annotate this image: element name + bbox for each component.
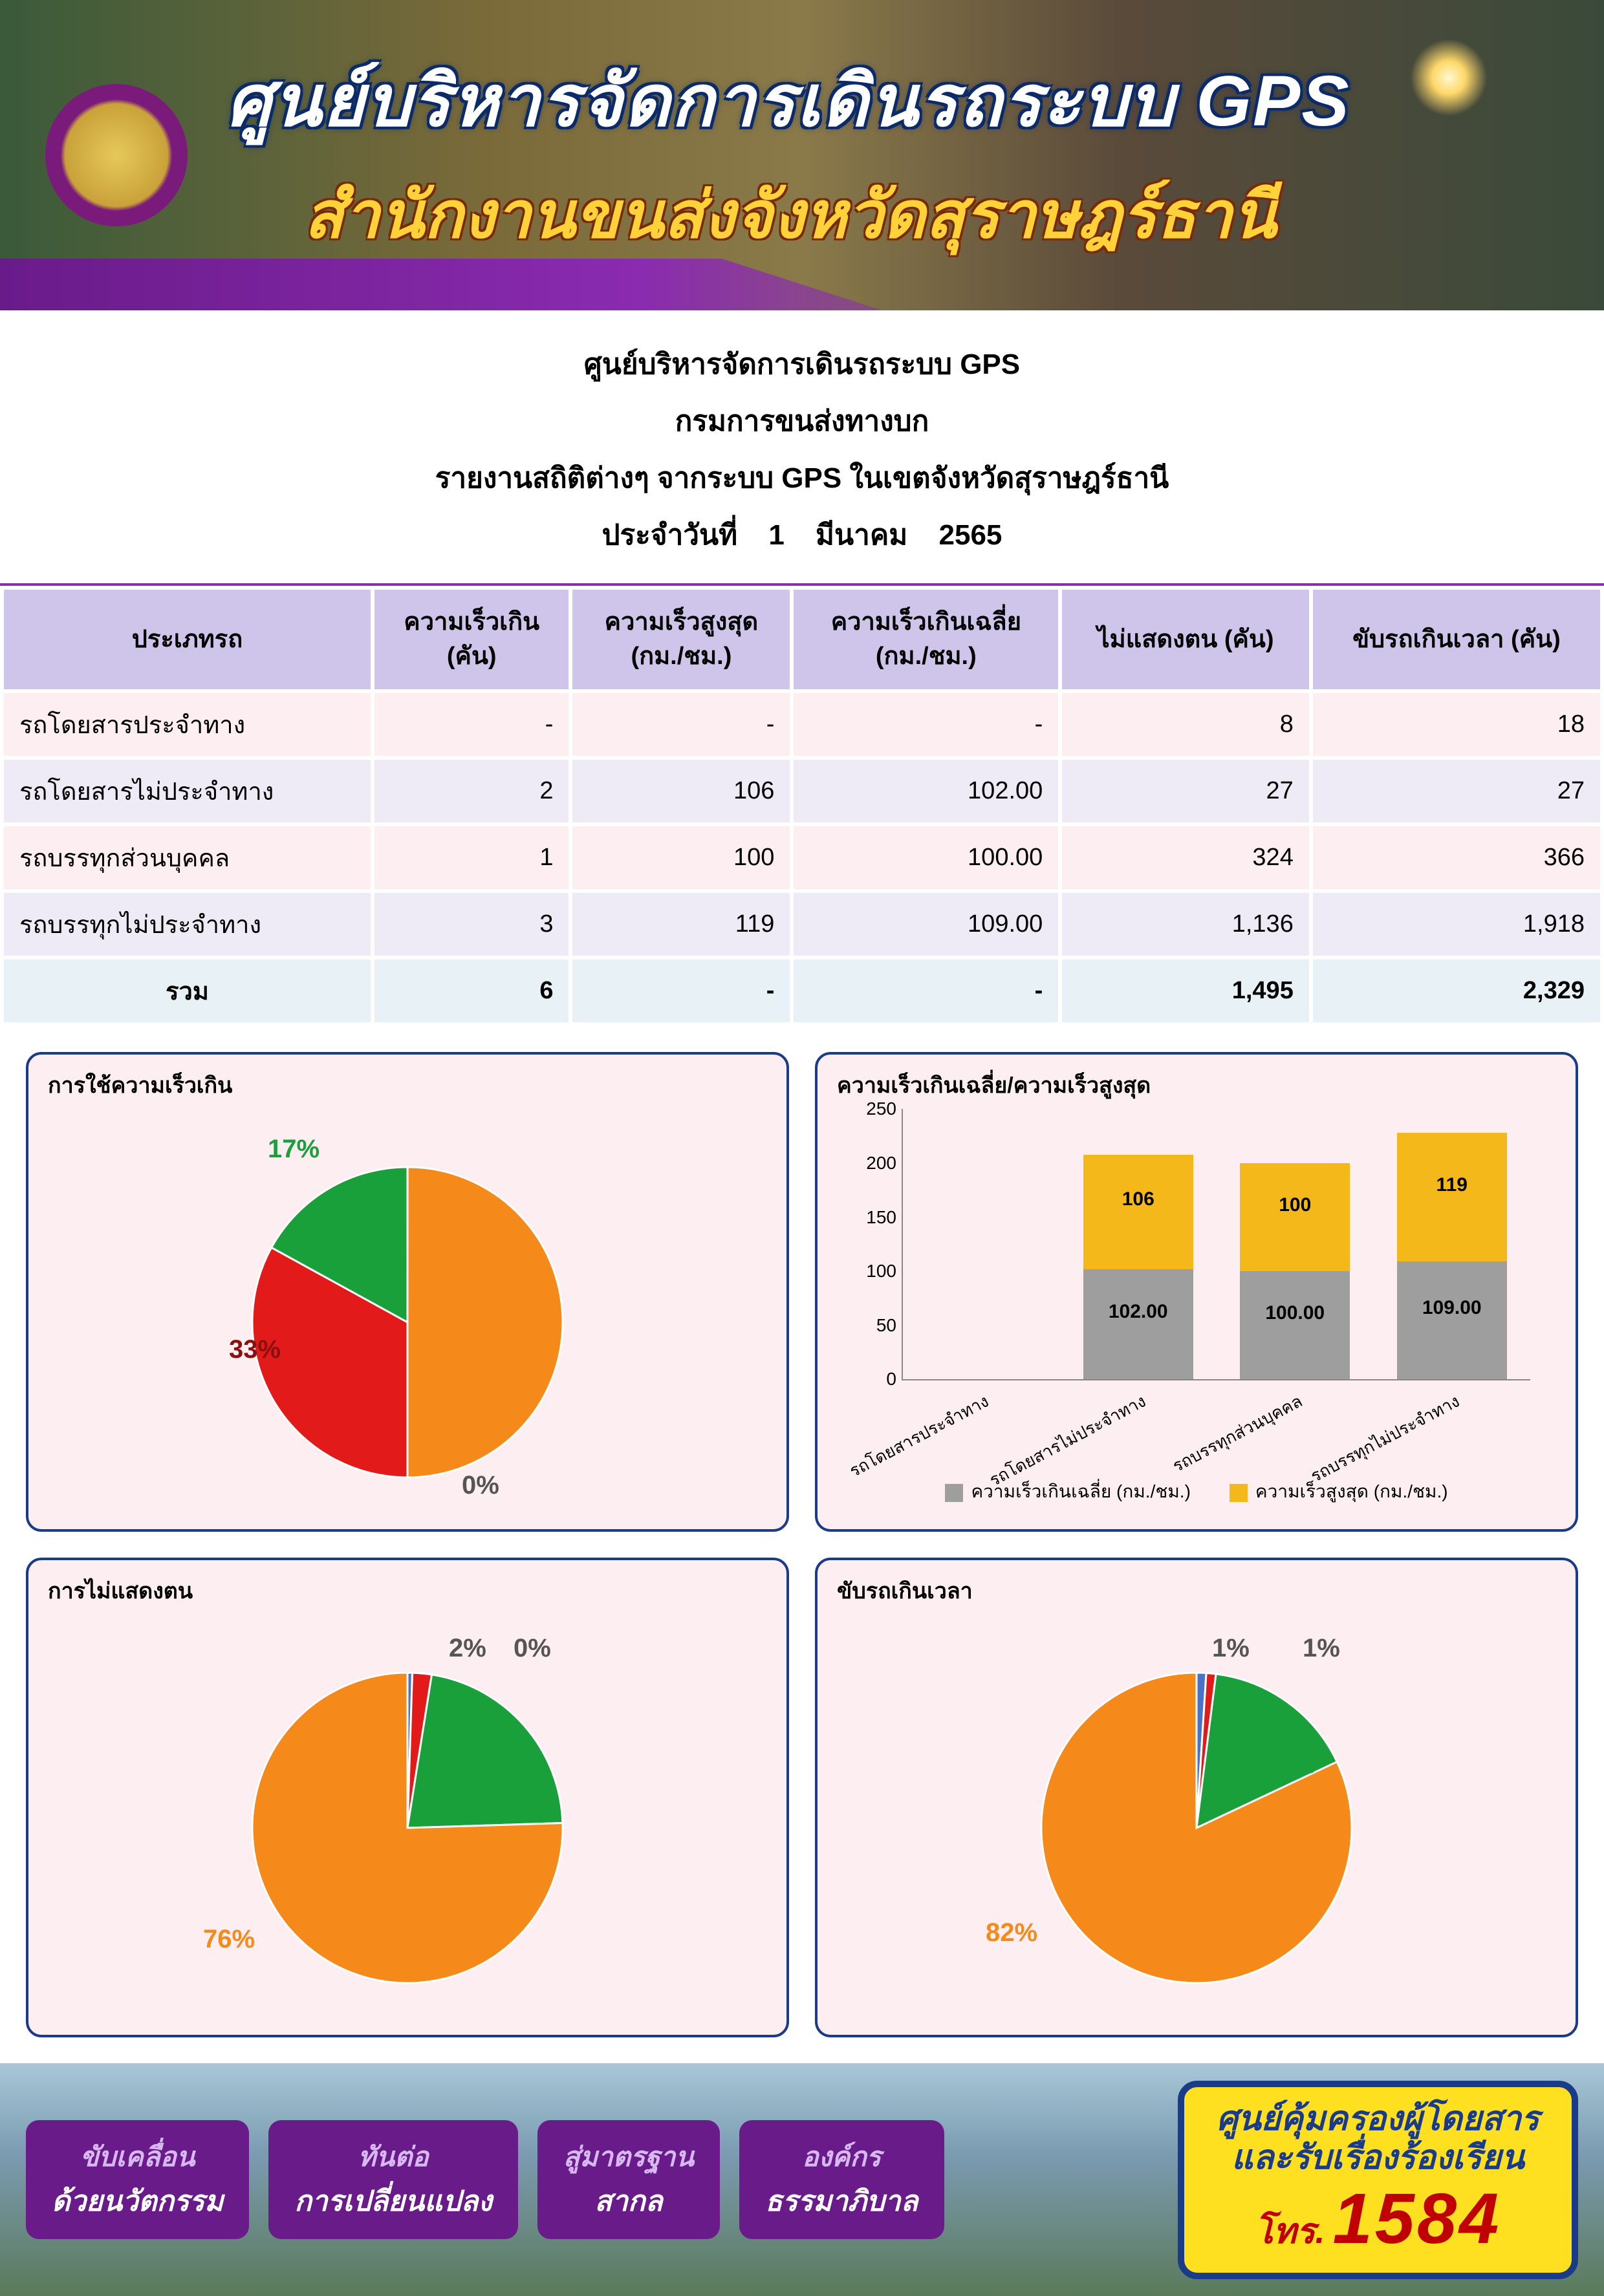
- logo-icon: [45, 84, 188, 226]
- pie-slice-label: 33%: [229, 1335, 281, 1364]
- table-row: รถบรรทุกส่วนบุคคล1100100.00324366: [4, 826, 1600, 889]
- table-header: ไม่แสดงตน (คัน): [1062, 590, 1309, 689]
- bar-chart-box: ความเร็วเกินเฉลี่ย/ความเร็วสูงสุด 0 50 100…: [815, 1052, 1578, 1532]
- footer-tag: ทันต่อการเปลี่ยนแปลง: [268, 2120, 518, 2239]
- pie-slice-label: 76%: [203, 1925, 255, 1954]
- hotline-line1: ศูนย์คุ้มครองผู้โดยสาร: [1217, 2100, 1539, 2139]
- pie-slice-label: 0%: [514, 1634, 551, 1663]
- y-axis-tick: 150: [858, 1207, 896, 1228]
- table-header: ความเร็วเกินเฉลี่ย(กม./ชม.): [794, 590, 1058, 689]
- y-axis-tick: 200: [858, 1153, 896, 1174]
- table-row: รถโดยสารประจำทาง---818: [4, 693, 1600, 756]
- pie-speed-box: การใช้ความเร็วเกิน 50% 33% 17% 0%: [26, 1052, 789, 1532]
- subheader: ศูนย์บริหารจัดการเดินรถระบบ GPS กรมการขน…: [0, 310, 1604, 586]
- legend-item: ความเร็วเกินเฉลี่ย (กม./ชม.): [945, 1477, 1190, 1506]
- table-header: ความเร็วสูงสุด(กม./ชม.): [572, 590, 790, 689]
- table-row: รถบรรทุกไม่ประจำทาง3119109.001,1361,918: [4, 893, 1600, 956]
- bar-value-label: 109.00: [1397, 1297, 1507, 1319]
- subheader-line-3: รายงานสถิติต่างๆ จากระบบ GPS ในเขตจังหวั…: [0, 450, 1604, 507]
- footer-tag: องค์กรธรรมาภิบาล: [739, 2120, 944, 2239]
- hotline-box: ศูนย์คุ้มครองผู้โดยสาร และรับเรื่องร้องเ…: [1178, 2081, 1578, 2279]
- legend-item: ความเร็วสูงสุด (กม./ชม.): [1230, 1477, 1448, 1506]
- pie-slice-label: 2%: [449, 1634, 486, 1663]
- bar-category-label: รถบรรทุกไม่ประจำทาง: [1306, 1388, 1464, 1489]
- table-header: ประเภทรถ: [4, 590, 371, 689]
- subheader-line-2: กรมการขนส่งทางบก: [0, 393, 1604, 450]
- subheader-line-1: ศูนย์บริหารจัดการเดินรถระบบ GPS: [0, 336, 1604, 393]
- bar-chart-title: ความเร็วเกินเฉลี่ย/ความเร็วสูงสุด: [837, 1068, 1556, 1102]
- pie-slice-label: 50%: [501, 1296, 552, 1325]
- footer-tag: ขับเคลื่อนด้วยนวัตกรรม: [26, 2120, 249, 2239]
- banner-title-1: ศูนย์บริหารจัดการเดินรถระบบ GPS: [226, 45, 1350, 157]
- hotline-number: 1584: [1332, 2178, 1501, 2260]
- footer-tag: สู่มาตรฐานสากล: [537, 2120, 720, 2239]
- pie-slice-label: 82%: [986, 1918, 1037, 1947]
- pie-noshow-box: การไม่แสดงตน 76% 22% 2% 0%: [26, 1558, 789, 2037]
- bar-value-label: 100: [1240, 1194, 1350, 1216]
- pie-speed-title: การใช้ความเร็วเกิน: [48, 1068, 767, 1102]
- pie-overtime-title: ขับรถเกินเวลา: [837, 1573, 1556, 1608]
- table-row: รถโดยสารไม่ประจำทาง2106102.002727: [4, 760, 1600, 822]
- pie-slice-label: 0%: [462, 1471, 499, 1500]
- table-header: ขับรถเกินเวลา (คัน): [1313, 590, 1600, 689]
- subheader-date: ประจำวันที่ 1 มีนาคม 2565: [0, 507, 1604, 564]
- header-banner: ศูนย์บริหารจัดการเดินรถระบบ GPS สำนักงาน…: [0, 0, 1604, 310]
- pie-slice-label: 17%: [268, 1135, 320, 1164]
- hotline-line2: และรับเรื่องร้องเรียน: [1217, 2139, 1539, 2178]
- pie-slice-label: 1%: [1212, 1634, 1250, 1663]
- bar-value-label: 102.00: [1083, 1301, 1193, 1323]
- bar-value-label: 119: [1397, 1174, 1507, 1196]
- pie-noshow-title: การไม่แสดงตน: [48, 1573, 767, 1608]
- y-axis-tick: 250: [858, 1099, 896, 1119]
- table-total-row: รวม6--1,4952,329: [4, 960, 1600, 1022]
- banner-title-2: สำนักงานขนส่งจังหวัดสุราษฎร์ธานี: [304, 164, 1350, 266]
- bar-category-label: รถโดยสารประจำทาง: [845, 1388, 993, 1484]
- hotline-prefix: โทร.: [1255, 2203, 1325, 2258]
- y-axis-tick: 50: [858, 1315, 896, 1336]
- footer: ขับเคลื่อนด้วยนวัตกรรมทันต่อการเปลี่ยนแป…: [0, 2063, 1604, 2296]
- y-axis-tick: 100: [858, 1261, 896, 1282]
- pie-slice-label: 16%: [1264, 1750, 1316, 1779]
- stats-table: ประเภทรถความเร็วเกิน(คัน)ความเร็วสูงสุด(…: [0, 586, 1604, 1026]
- bar-category-label: รถบรรทุกส่วนบุคคล: [1168, 1388, 1308, 1479]
- pie-overtime-box: ขับรถเกินเวลา 82% 16% 1% 1%: [815, 1558, 1578, 2037]
- bar-value-label: 106: [1083, 1188, 1193, 1210]
- bar-value-label: 100.00: [1240, 1302, 1350, 1324]
- pie-slice-label: 22%: [488, 1757, 539, 1786]
- y-axis-tick: 0: [858, 1369, 896, 1389]
- table-header: ความเร็วเกิน(คัน): [374, 590, 569, 689]
- pie-slice-label: 1%: [1303, 1634, 1340, 1663]
